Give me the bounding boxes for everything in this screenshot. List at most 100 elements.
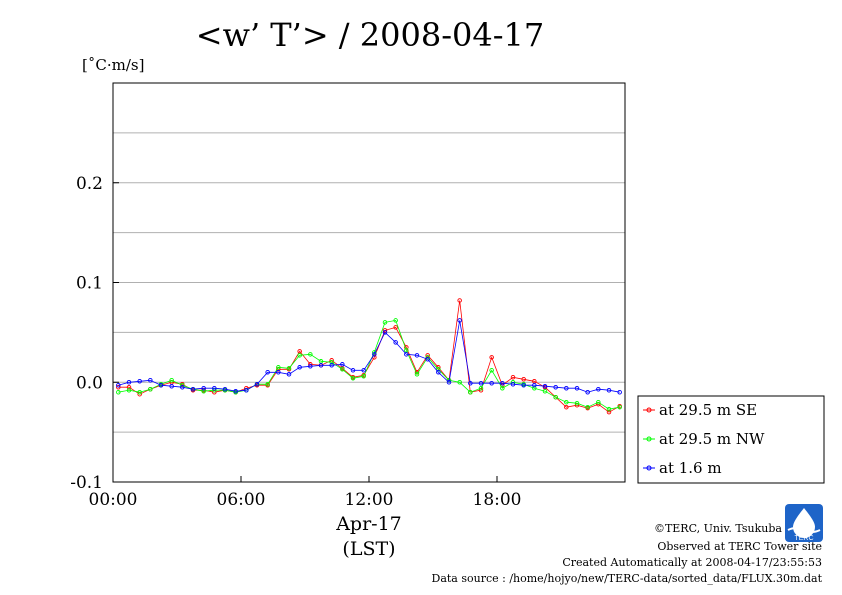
data-point	[478, 385, 484, 391]
data-point	[318, 363, 324, 368]
legend: at 29.5 m SE at 29.5 m NW at 1.6 m	[637, 395, 825, 484]
data-point	[244, 387, 249, 393]
data-point	[126, 387, 132, 393]
data-point	[393, 325, 398, 330]
legend-label: at 29.5 m NW	[659, 430, 765, 448]
data-point	[222, 386, 228, 392]
x-tick-label: 18:00	[473, 490, 522, 510]
data-point	[457, 298, 462, 303]
data-point	[308, 352, 313, 357]
data-point	[308, 364, 313, 369]
data-point	[532, 382, 537, 388]
legend-label: at 1.6 m	[659, 459, 722, 477]
data-point	[510, 375, 516, 380]
data-point	[489, 355, 494, 360]
data-point	[382, 320, 388, 325]
data-point	[126, 380, 132, 385]
data-point	[350, 376, 356, 381]
data-point	[606, 406, 612, 412]
data-point	[606, 387, 612, 393]
data-point	[414, 353, 420, 358]
legend-swatch-marker	[646, 465, 652, 471]
data-source-text: Data source : /home/hojyo/new/TERC-data/…	[432, 572, 823, 585]
created-text: Created Automatically at 2008-04-17/23:5…	[562, 556, 822, 569]
data-point	[201, 388, 206, 394]
data-point	[148, 386, 153, 392]
y-axis: -0.1 0.0 0.1 0.2	[70, 174, 119, 493]
data-point	[564, 385, 569, 391]
data-point	[361, 368, 366, 373]
data-point	[382, 330, 388, 335]
data-point	[521, 382, 526, 388]
observed-text: Observed at TERC Tower site	[657, 540, 822, 553]
series-2	[116, 318, 622, 412]
data-point	[500, 380, 505, 386]
data-point	[457, 380, 462, 385]
data-point	[617, 389, 622, 395]
data-point	[329, 363, 334, 368]
data-point	[297, 353, 302, 358]
data-point	[436, 370, 441, 375]
data-point	[190, 386, 196, 392]
data-point	[340, 367, 345, 372]
series-line	[118, 320, 620, 393]
data-point	[212, 385, 217, 391]
legend-swatch-marker	[646, 407, 652, 413]
series-layer	[116, 298, 622, 415]
y-axis-unit-label: [˚C·m/s]	[82, 56, 144, 74]
data-point	[276, 365, 281, 370]
y-tick-label: 0.1	[76, 274, 103, 294]
data-point	[542, 388, 548, 394]
data-point	[425, 357, 430, 362]
data-point	[340, 362, 345, 367]
data-point	[137, 389, 142, 395]
y-tick-label: -0.1	[70, 473, 103, 493]
data-point	[169, 383, 174, 389]
data-point	[286, 372, 292, 377]
x-tick-label: 06:00	[217, 490, 266, 510]
data-point	[510, 381, 516, 387]
data-point	[574, 400, 580, 406]
data-point	[446, 380, 452, 385]
data-point	[116, 382, 121, 388]
x-tick-label: 12:00	[345, 490, 394, 510]
data-point	[457, 318, 462, 323]
data-point	[574, 385, 580, 391]
terc-logo-text: TERC	[794, 535, 813, 542]
legend-entry: at 29.5 m SE	[643, 401, 757, 419]
data-point	[553, 384, 558, 390]
data-point	[286, 366, 292, 371]
copyright-text: ©TERC, Univ. Tsukuba	[654, 522, 782, 535]
data-point	[553, 394, 558, 400]
data-point	[404, 345, 409, 350]
data-point	[564, 399, 569, 405]
data-point	[500, 385, 505, 391]
series-line	[118, 300, 620, 413]
data-point	[414, 372, 420, 377]
data-point	[478, 380, 484, 386]
data-point	[265, 370, 270, 375]
data-point	[468, 389, 473, 395]
data-point	[606, 409, 612, 415]
data-point	[564, 404, 569, 410]
series-1	[116, 298, 622, 415]
x-axis-timezone-label: (LST)	[342, 538, 395, 560]
data-point	[361, 374, 366, 379]
legend-entry: at 1.6 m	[643, 459, 722, 477]
x-axis-date-label: Apr-17	[335, 513, 402, 535]
data-point	[126, 384, 132, 390]
data-point	[436, 367, 441, 372]
data-point	[201, 385, 206, 391]
x-tick-label: 00:00	[89, 490, 138, 510]
data-point	[329, 360, 334, 365]
legend-box	[637, 395, 825, 484]
data-point	[116, 389, 121, 395]
data-point	[158, 382, 164, 388]
data-point	[350, 368, 356, 373]
legend-swatch-marker	[646, 436, 652, 442]
data-point	[542, 383, 548, 389]
wave-icon	[787, 527, 821, 533]
chart-title: <w’ T’> / 2008-04-17	[196, 16, 545, 54]
data-point	[265, 381, 270, 387]
